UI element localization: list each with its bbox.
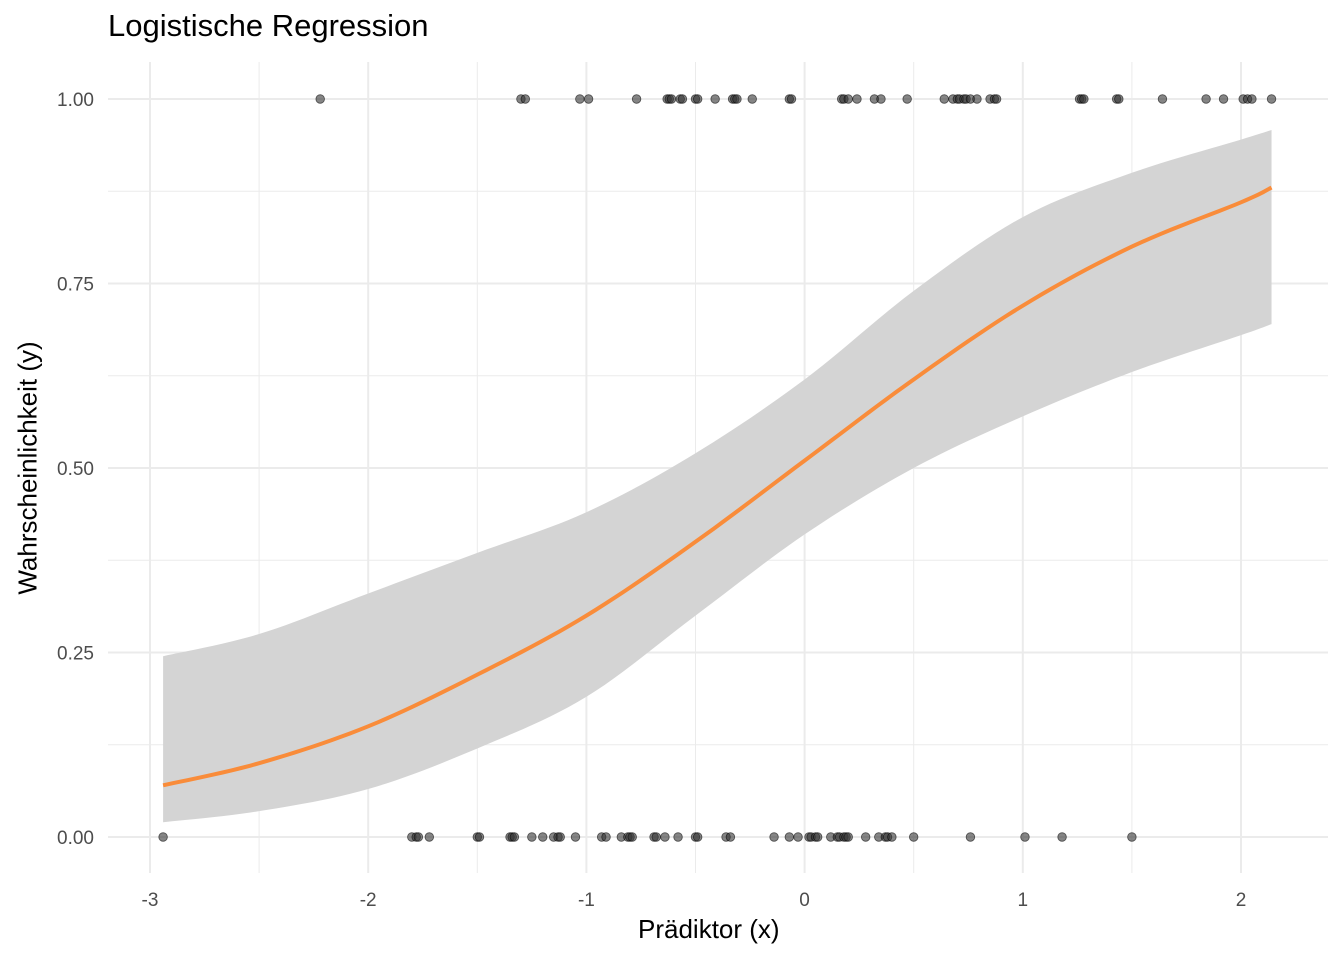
data-point [812, 832, 823, 842]
data-point [1218, 94, 1229, 104]
points-layer [158, 94, 1277, 842]
x-tick-label: 2 [1236, 890, 1247, 911]
confidence-band-layer [163, 130, 1272, 823]
data-point [939, 94, 949, 104]
data-point [843, 832, 853, 842]
confidence-band [163, 130, 1272, 823]
data-point [575, 94, 585, 104]
data-point [786, 94, 797, 104]
fit-line-layer [162, 185, 1273, 788]
chart-title: Logistische Regression [108, 8, 429, 43]
data-point [158, 832, 168, 842]
x-axis-label: Prädiktor (x) [638, 914, 780, 944]
fit-line [162, 185, 1273, 788]
data-point [692, 832, 703, 842]
data-point [1157, 94, 1168, 104]
data-point [1079, 94, 1089, 104]
y-tick-labels: 0.00 0.25 0.50 0.75 1.00 [57, 90, 94, 849]
data-point [887, 832, 897, 842]
data-point [583, 94, 594, 104]
data-point [651, 832, 661, 842]
data-point [692, 94, 703, 104]
data-point [852, 94, 862, 104]
y-tick-label: 0.25 [57, 644, 94, 665]
data-point [673, 832, 683, 842]
data-point [570, 832, 581, 842]
x-tick-labels: -3 -2 -1 0 1 2 [142, 890, 1247, 911]
data-point [1266, 94, 1277, 104]
data-point [509, 832, 520, 842]
data-point [538, 832, 548, 842]
data-point [413, 832, 424, 842]
data-point [710, 94, 720, 104]
data-point [1201, 94, 1211, 104]
data-point [843, 94, 853, 104]
y-tick-label: 0.00 [57, 828, 94, 849]
data-point [876, 94, 886, 104]
data-point [972, 94, 982, 104]
x-tick-label: 0 [799, 890, 810, 911]
x-tick-label: -3 [142, 890, 159, 911]
y-tick-label: 1.00 [57, 90, 94, 111]
data-point [666, 94, 677, 104]
data-point [527, 832, 537, 842]
data-point [965, 832, 976, 842]
data-point [627, 832, 637, 842]
data-point [902, 94, 912, 104]
data-point [631, 94, 642, 104]
data-point [747, 94, 757, 104]
data-point [991, 94, 1002, 104]
data-point [860, 832, 871, 842]
data-point [1114, 94, 1124, 104]
data-point [769, 832, 779, 842]
data-point [793, 832, 803, 842]
data-point [474, 832, 485, 842]
x-tick-label: -2 [360, 890, 377, 911]
data-point [677, 94, 688, 104]
y-tick-label: 0.75 [57, 275, 94, 296]
data-point [555, 832, 565, 842]
data-point [1247, 94, 1257, 104]
data-point [725, 832, 736, 842]
x-tick-label: 1 [1018, 890, 1029, 911]
data-point [784, 832, 795, 842]
data-point [1127, 832, 1137, 842]
y-axis-label: Wahrscheinlichkeit (y) [12, 341, 43, 595]
data-point [520, 94, 531, 104]
data-point [1020, 832, 1030, 842]
data-point [909, 832, 919, 842]
data-point [601, 832, 611, 842]
x-tick-label: -1 [578, 890, 595, 911]
data-point [660, 832, 670, 842]
y-tick-label: 0.50 [57, 459, 94, 480]
data-point [732, 94, 742, 104]
data-point [315, 94, 325, 104]
data-point [424, 832, 434, 842]
data-point [1057, 832, 1067, 842]
